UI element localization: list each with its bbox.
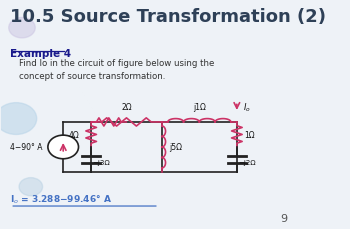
Text: 10.5 Source Transformation (2): 10.5 Source Transformation (2) xyxy=(10,8,326,26)
Text: 1Ω: 1Ω xyxy=(244,130,255,139)
Text: 9: 9 xyxy=(280,213,287,223)
Text: Find Io in the circuit of figure below using the
concept of source transformatio: Find Io in the circuit of figure below u… xyxy=(19,59,215,80)
Circle shape xyxy=(48,136,78,159)
Circle shape xyxy=(19,178,43,196)
Text: j1Ω: j1Ω xyxy=(193,102,206,111)
Text: I$_o$: I$_o$ xyxy=(243,101,251,114)
Text: −j3Ω: −j3Ω xyxy=(93,159,110,165)
Text: I$_o$ = 3.288−99.46° A: I$_o$ = 3.288−99.46° A xyxy=(10,193,112,205)
Text: 2Ω: 2Ω xyxy=(121,102,132,111)
Circle shape xyxy=(9,18,35,39)
Text: 4−90° A: 4−90° A xyxy=(9,143,42,152)
Text: j5Ω: j5Ω xyxy=(169,143,182,152)
Circle shape xyxy=(0,103,37,135)
Text: 4Ω: 4Ω xyxy=(68,130,79,139)
Text: −j2Ω: −j2Ω xyxy=(238,159,256,165)
Text: Example 4: Example 4 xyxy=(10,49,71,59)
